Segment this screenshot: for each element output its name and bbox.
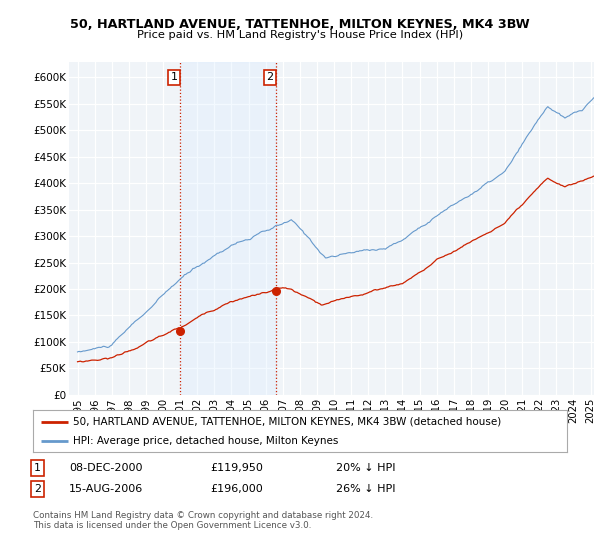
Text: £119,950: £119,950 [210,463,263,473]
Text: 50, HARTLAND AVENUE, TATTENHOE, MILTON KEYNES, MK4 3BW: 50, HARTLAND AVENUE, TATTENHOE, MILTON K… [70,18,530,31]
Text: HPI: Average price, detached house, Milton Keynes: HPI: Average price, detached house, Milt… [73,436,338,446]
Text: Price paid vs. HM Land Registry's House Price Index (HPI): Price paid vs. HM Land Registry's House … [137,30,463,40]
Bar [180,62,276,395]
Text: 1: 1 [170,72,178,82]
Text: 2: 2 [266,72,274,82]
Text: 2: 2 [34,484,41,494]
Text: 08-DEC-2000: 08-DEC-2000 [69,463,143,473]
Text: 20% ↓ HPI: 20% ↓ HPI [336,463,395,473]
Text: Contains HM Land Registry data © Crown copyright and database right 2024.
This d: Contains HM Land Registry data © Crown c… [33,511,373,530]
Text: £196,000: £196,000 [210,484,263,494]
Text: 50, HARTLAND AVENUE, TATTENHOE, MILTON KEYNES, MK4 3BW (detached house): 50, HARTLAND AVENUE, TATTENHOE, MILTON K… [73,417,502,427]
Text: 1: 1 [34,463,41,473]
Text: 15-AUG-2006: 15-AUG-2006 [69,484,143,494]
Text: 26% ↓ HPI: 26% ↓ HPI [336,484,395,494]
